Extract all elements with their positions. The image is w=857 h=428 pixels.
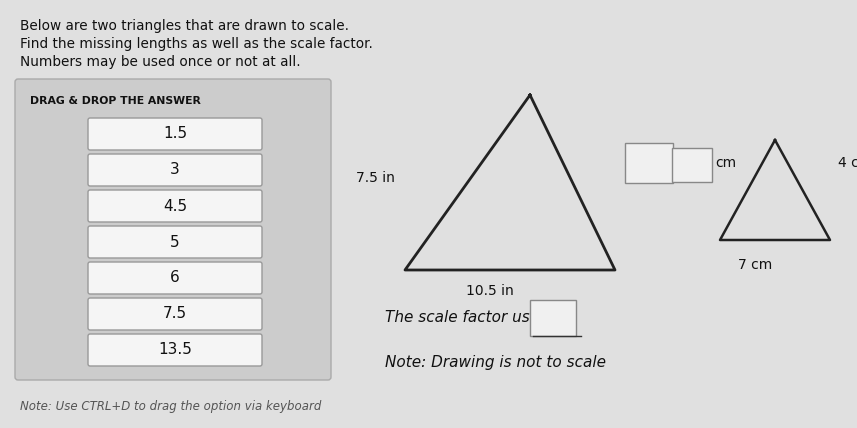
Text: 13.5: 13.5 [158, 342, 192, 357]
Text: in: in [678, 156, 691, 170]
Text: 1.5: 1.5 [163, 127, 187, 142]
Text: 4.5: 4.5 [163, 199, 187, 214]
Text: 7.5 in: 7.5 in [357, 171, 395, 185]
Text: DRAG & DROP THE ANSWER: DRAG & DROP THE ANSWER [30, 96, 201, 106]
FancyBboxPatch shape [88, 298, 262, 330]
Text: 5: 5 [171, 235, 180, 250]
FancyBboxPatch shape [88, 118, 262, 150]
Text: The scale factor used is: The scale factor used is [385, 310, 571, 325]
Text: Numbers may be used once or not at all.: Numbers may be used once or not at all. [20, 55, 301, 69]
FancyBboxPatch shape [88, 262, 262, 294]
FancyBboxPatch shape [88, 190, 262, 222]
Text: Note: Drawing is not to scale: Note: Drawing is not to scale [385, 355, 606, 370]
Text: Note: Use CTRL+D to drag the option via keyboard: Note: Use CTRL+D to drag the option via … [20, 400, 321, 413]
Bar [625, 143, 673, 183]
Text: cm: cm [715, 156, 736, 170]
Bar [672, 148, 712, 182]
FancyBboxPatch shape [88, 226, 262, 258]
Text: 6: 6 [171, 270, 180, 285]
Text: 4 cm: 4 cm [838, 156, 857, 170]
Text: 3: 3 [171, 163, 180, 178]
FancyBboxPatch shape [88, 154, 262, 186]
Text: Find the missing lengths as well as the scale factor.: Find the missing lengths as well as the … [20, 37, 373, 51]
Text: 7 cm: 7 cm [738, 258, 772, 272]
FancyBboxPatch shape [88, 334, 262, 366]
Text: 10.5 in: 10.5 in [466, 284, 514, 298]
Text: 7.5: 7.5 [163, 306, 187, 321]
Text: Below are two triangles that are drawn to scale.: Below are two triangles that are drawn t… [20, 19, 349, 33]
Bar [530, 300, 576, 336]
FancyBboxPatch shape [15, 79, 331, 380]
